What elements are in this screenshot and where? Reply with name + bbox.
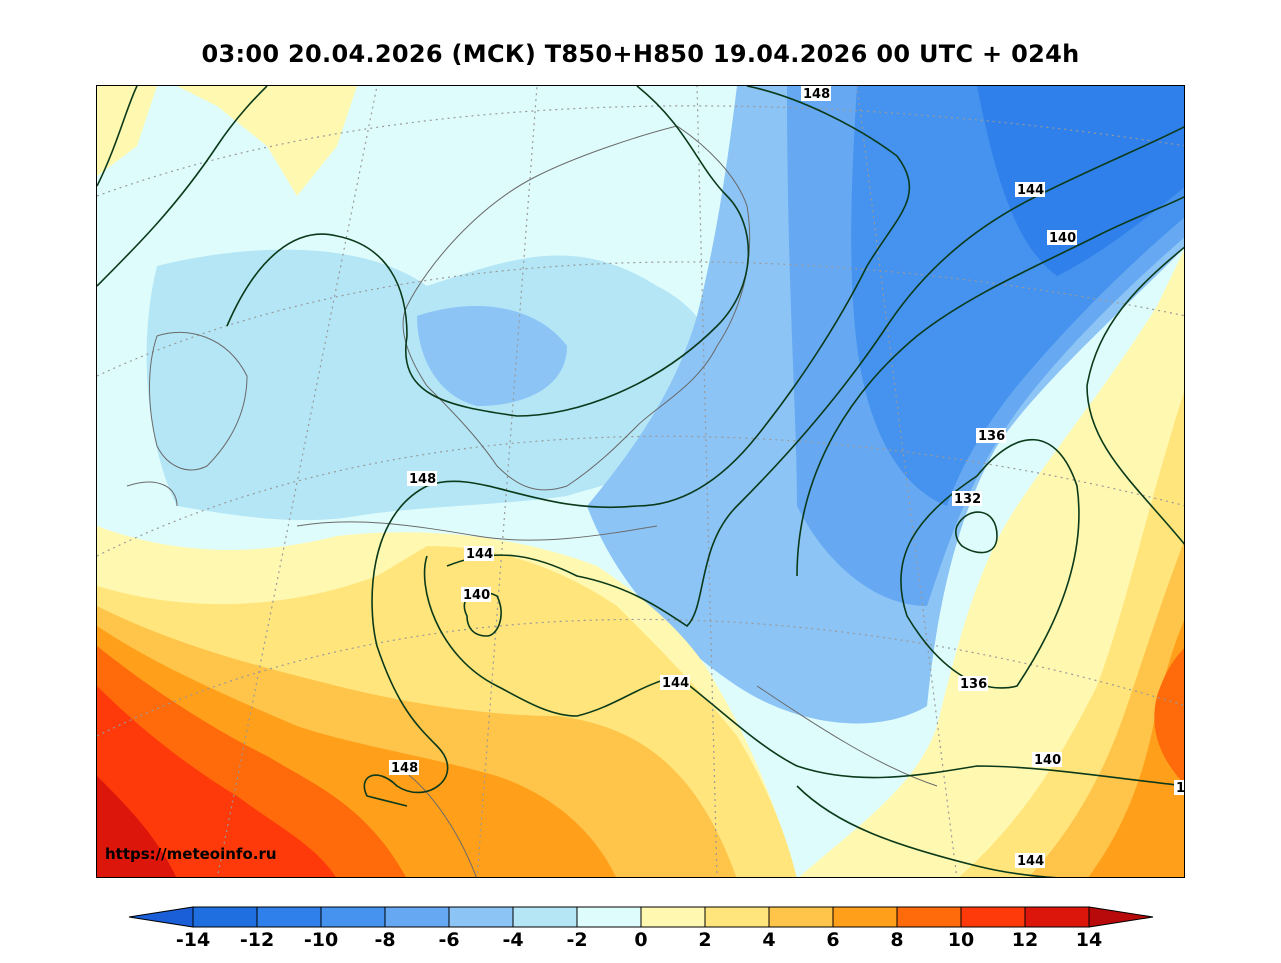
contour-label: 144: [466, 547, 493, 562]
colorbar: [128, 906, 1154, 928]
contour-label: 148: [803, 87, 830, 102]
colorbar-segment: [704, 906, 770, 928]
cool-band-scandinavia: [146, 249, 718, 521]
colorbar-tick-label: 14: [1075, 929, 1103, 951]
colorbar-tick-label: -14: [175, 929, 211, 951]
colorbar-segment: [832, 906, 898, 928]
colorbar-segment: [896, 906, 962, 928]
warm-east-level8: [1088, 620, 1184, 877]
colorbar-segments: [192, 906, 1090, 928]
colorbar-tick-label: 6: [826, 929, 840, 951]
colorbar-over-arrow: [1088, 906, 1154, 928]
colorbar-tick-label: 4: [762, 929, 776, 951]
weather-map: 148 144 140 136 132 136 148 144 140 144 …: [96, 85, 1185, 878]
contour-label: 140: [1049, 231, 1076, 246]
warm-patch-north: [177, 86, 357, 196]
contour-label: 144: [1017, 183, 1044, 198]
contour-labels: 148 144 140 136 132 136 148 144 140 144 …: [389, 86, 1185, 869]
colorbar-tick-label: 12: [1011, 929, 1039, 951]
colorbar-tick-label: -4: [502, 929, 524, 951]
contour-label: 136: [978, 429, 1005, 444]
contour-label: 144: [662, 676, 689, 691]
colorbar-segment: [512, 906, 578, 928]
colorbar-segment: [320, 906, 386, 928]
colorbar-tick-label: 2: [698, 929, 712, 951]
colorbar-tick-label: -10: [303, 929, 339, 951]
warm-south-level12: [97, 686, 336, 877]
warm-east-level10: [1154, 648, 1184, 784]
contour-label: 136: [960, 677, 987, 692]
colorbar-segment: [960, 906, 1026, 928]
colorbar-segment: [768, 906, 834, 928]
colorbar-segment: [448, 906, 514, 928]
contour-label: 140: [1034, 753, 1061, 768]
chart-title: 03:00 20.04.2026 (МСК) T850+H850 19.04.2…: [201, 40, 1080, 68]
contour-label: 132: [954, 492, 981, 507]
graticule: [97, 86, 1184, 877]
contour-label: 148: [391, 761, 418, 776]
colorbar-segment: [576, 906, 642, 928]
contour-label: 140: [463, 588, 490, 603]
colorbar-tick-label: -8: [374, 929, 396, 951]
colorbar-tick-label: 10: [947, 929, 975, 951]
contour-label: 144: [1017, 854, 1044, 869]
warm-south-level14: [97, 776, 177, 877]
contour-label: 1: [1176, 781, 1185, 796]
temperature-field: 148 144 140 136 132 136 148 144 140 144 …: [97, 86, 1185, 877]
colorbar-segment: [640, 906, 706, 928]
colorbar-segment: [1024, 906, 1090, 928]
colorbar-segment: [384, 906, 450, 928]
cold-region-level12: [977, 86, 1184, 276]
coastlines: [126, 125, 938, 877]
colorbar-tick-label: 0: [634, 929, 648, 951]
cold-patch-scandinavia: [417, 306, 567, 406]
contour-label: 148: [409, 472, 436, 487]
colorbar-under-arrow: [128, 906, 194, 928]
colorbar-segment: [192, 906, 258, 928]
colorbar-tick-label: 8: [890, 929, 904, 951]
colorbar-tick-label: -2: [566, 929, 588, 951]
colorbar-segment: [256, 906, 322, 928]
colorbar-tick-label: -12: [239, 929, 275, 951]
colorbar-tick-label: -6: [438, 929, 460, 951]
source-url: https://meteoinfo.ru: [105, 845, 277, 863]
